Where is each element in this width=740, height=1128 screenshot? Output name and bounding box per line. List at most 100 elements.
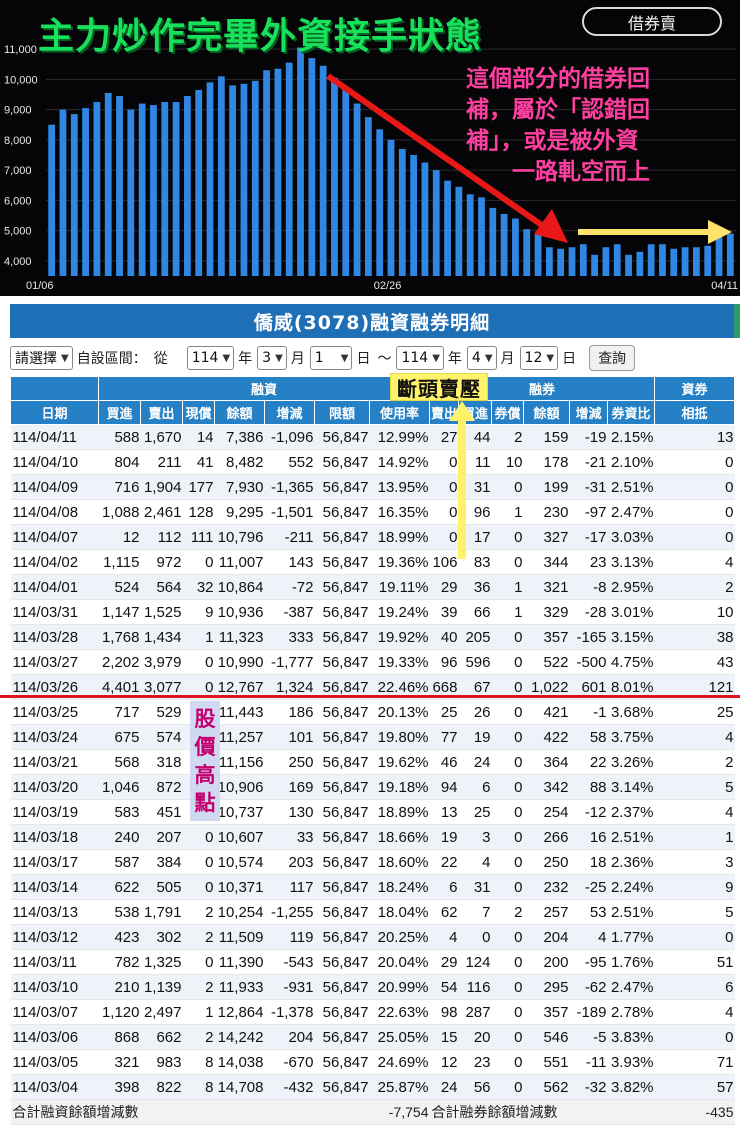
table-cell: 18.66% (369, 824, 430, 850)
table-cell: 0 (429, 524, 459, 550)
table-cell: 1,670 (140, 424, 183, 450)
table-cell: 551 (523, 1049, 570, 1075)
table-cell: 2.10% (607, 449, 655, 475)
table-cell: 143 (264, 549, 315, 575)
table-cell: 3 (458, 824, 492, 850)
securities-lending-tab-button[interactable]: 借券賣 (582, 7, 722, 36)
table-cell: 4 (654, 724, 735, 750)
table-cell: 101 (264, 724, 315, 750)
table-cell: 0 (491, 1049, 524, 1075)
chart-bar (59, 109, 67, 276)
table-cell: -95 (569, 949, 608, 975)
margin-short-detail-panel: 僑威(3078)融資融券明細 請選擇 ▼ 自設區間： 從 114 ▼ 年 3 ▼ 月 … (0, 296, 740, 1128)
table-cell: 4 (654, 799, 735, 825)
table-cell: 36 (458, 574, 492, 600)
table-cell: 56,847 (314, 699, 370, 725)
table-cell: 333 (264, 624, 315, 650)
date-cell: 114/03/12 (10, 924, 99, 950)
table-cell: 0 (491, 1024, 524, 1050)
table-cell: -12 (569, 799, 608, 825)
table-cell: 169 (264, 774, 315, 800)
table-cell: 23 (458, 1049, 492, 1075)
table-cell: 119 (264, 924, 315, 950)
table-cell: 318 (140, 749, 183, 775)
table-cell: 0 (182, 874, 215, 900)
table-cell: 662 (140, 1024, 183, 1050)
to-year-select[interactable]: 114 ▼ (396, 346, 444, 370)
table-cell: 0 (491, 624, 524, 650)
x-tick-label: 02/26 (374, 280, 402, 292)
table-cell: 2.51% (607, 824, 655, 850)
chart-bar (82, 108, 89, 276)
table-row: 114/03/14 622 505 0 10,371 117 56,847 18.24% 6 31… (10, 874, 735, 900)
table-cell: 10,990 (214, 649, 265, 675)
table-cell: 0 (491, 474, 524, 500)
from-month-select[interactable]: 3 ▼ (257, 346, 287, 370)
table-row: 114/03/28 1,768 1,434 1 11,323 333 56,847 19.92… (10, 624, 735, 650)
table-cell: 96 (429, 649, 459, 675)
table-cell: 56,847 (314, 624, 370, 650)
table-cell: 39 (429, 599, 459, 625)
table-cell: 2.51% (607, 474, 655, 500)
from-year-select[interactable]: 114 ▼ (186, 346, 235, 370)
table-cell: 25 (429, 699, 459, 725)
table-cell: 204 (264, 1024, 315, 1050)
panel-title: 僑威(3078)融資融券明細 (10, 304, 734, 338)
table-cell: 1,525 (140, 599, 183, 625)
chart-bar (308, 58, 316, 277)
table-cell: 588 (98, 424, 141, 450)
from-day-select[interactable]: 1 ▼ (309, 346, 353, 370)
table-cell: 321 (523, 574, 570, 600)
totals-row: 合計融資餘額增減數 -7,754 合計融券餘額增減數 -435 (10, 1099, 735, 1125)
table-cell: 2.15% (607, 424, 655, 450)
table-cell: -28 (569, 599, 608, 625)
table-cell: -1,255 (264, 899, 315, 925)
table-cell: 302 (140, 924, 183, 950)
table-cell: 20.99% (369, 974, 430, 1000)
table-cell: 2 (182, 1024, 215, 1050)
margin-short-table: 融資 融券 資券 日期 買進 賣出 現償 餘額 增減 限額 使用率 賣出 買進 券償 餘額 增減 券資比相… (10, 376, 736, 1125)
table-cell: -1,365 (264, 474, 315, 500)
date-cell: 114/03/17 (10, 849, 99, 875)
table-cell: 11,007 (214, 549, 265, 575)
query-button[interactable]: 查詢 (589, 345, 636, 371)
to-month-select[interactable]: 4 ▼ (466, 346, 497, 370)
group-header-row: 融資 融券 資券 (10, 376, 736, 401)
table-cell: -1,777 (264, 649, 315, 675)
table-cell: 240 (98, 824, 141, 850)
date-cell: 114/03/11 (10, 949, 99, 975)
chart-bar (116, 95, 123, 276)
to-day-select[interactable]: 12 ▼ (519, 346, 559, 370)
table-cell: 32 (182, 574, 215, 600)
table-cell: 56,847 (314, 774, 370, 800)
chart-bar (489, 207, 497, 276)
chart-bar (104, 92, 112, 276)
table-cell: 56,847 (314, 749, 370, 775)
table-cell: 0 (491, 749, 524, 775)
table-cell: 3.13% (607, 549, 655, 575)
table-cell: 25.05% (369, 1024, 430, 1050)
table-cell: 26 (458, 699, 492, 725)
table-row: 114/03/11 782 1,325 0 11,390 -543 56,847 20.04%… (10, 949, 735, 975)
table-cell: 2.47% (607, 974, 655, 1000)
y-tick-label: 5,000 (4, 226, 32, 238)
table-row: 114/04/01 524 564 32 10,864 -72 56,847 19.11% 29… (10, 574, 735, 600)
table-cell: 6 (654, 974, 735, 1000)
table-cell: 4 (429, 924, 459, 950)
y-tick-label: 11,000 (4, 44, 37, 56)
to-month-value: 4 (471, 350, 481, 366)
day-unit: 日 (356, 351, 371, 367)
chart-bar (138, 103, 146, 276)
preset-select[interactable]: 請選擇 ▼ (10, 346, 73, 370)
table-cell: 56,847 (314, 849, 370, 875)
table-cell: 24 (458, 749, 492, 775)
table-cell: 782 (98, 949, 141, 975)
table-row: 114/04/10 804 211 41 8,482 552 56,847 14.92% 0 11… (10, 449, 735, 475)
table-cell: 4 (654, 549, 735, 575)
table-cell: 19.36% (369, 549, 430, 575)
table-cell: 11,323 (214, 624, 265, 650)
table-cell: 24.69% (369, 1049, 430, 1075)
chart-bar (636, 251, 644, 276)
margin-total-label: 合計融資餘額增減數 (10, 1099, 215, 1125)
table-cell: 112 (140, 524, 183, 550)
